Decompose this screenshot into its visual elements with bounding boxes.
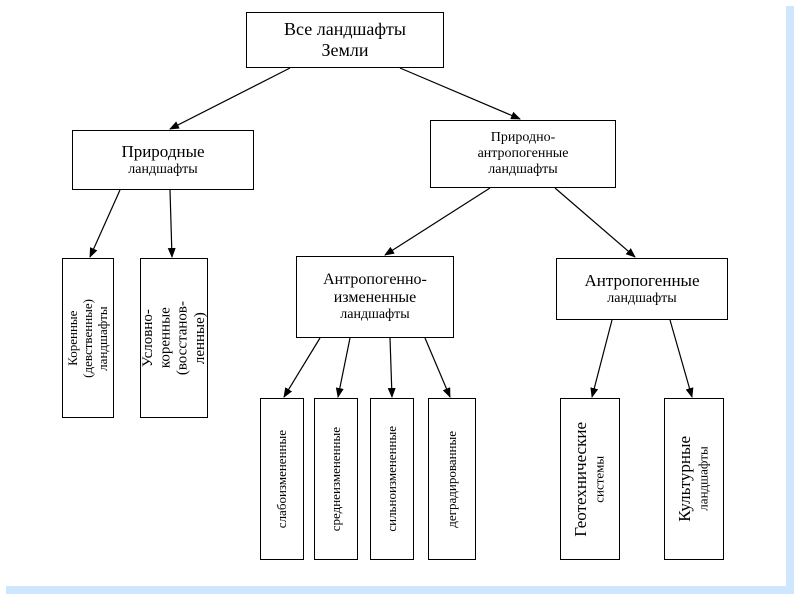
node-cultural: Культурные ландшафты	[664, 398, 724, 560]
weak-label: слабоизмененные	[275, 430, 290, 528]
node-strong: сильноизмененные	[370, 398, 414, 560]
strong-label: сильноизмененные	[385, 426, 400, 532]
node-degraded: деградированные	[428, 398, 476, 560]
anthropog-line2: ландшафты	[584, 291, 699, 307]
nat-anthro-line3: ландшафты	[478, 162, 569, 178]
node-medium: среднеизмененные	[314, 398, 358, 560]
node-weak: слабоизмененные	[260, 398, 304, 560]
cultural-line1: Культурные	[675, 436, 694, 522]
geotech-line2: системы	[592, 456, 607, 503]
right-accent-bar	[786, 6, 794, 594]
root-line1: Все ландшафты	[284, 19, 406, 40]
nat-anthro-line1: Природно-	[478, 130, 569, 146]
indigenous-line2: (девственные)	[80, 299, 95, 378]
degraded-label: деградированные	[445, 431, 460, 528]
node-indigenous: Коренные (девственные) ландшафты	[62, 258, 114, 418]
node-anthro-changed: Антропогенно- измененные ландшафты	[296, 256, 454, 338]
cond-indig-line3: (восстанов-	[174, 301, 190, 375]
cond-indig-line1: Условно-	[140, 309, 156, 367]
natural-line2: ландшафты	[121, 162, 204, 178]
natural-line1: Природные	[121, 142, 204, 162]
bottom-accent-bar	[6, 586, 794, 594]
node-anthropogenic: Антропогенные ландшафты	[556, 258, 728, 320]
root-line2: Земли	[284, 40, 406, 61]
node-root: Все ландшафты Земли	[246, 12, 444, 68]
anthro-chg-line1: Антропогенно-	[323, 271, 427, 289]
anthropog-line1: Антропогенные	[584, 271, 699, 291]
geotech-line1: Геотехнические	[571, 422, 590, 537]
nat-anthro-line2: антропогенные	[478, 146, 569, 162]
node-natural: Природные ландшафты	[72, 130, 254, 190]
indigenous-line1: Коренные	[65, 310, 80, 365]
medium-label: среднеизмененные	[329, 427, 344, 531]
indigenous-line3: ландшафты	[94, 306, 109, 370]
cultural-line2: ландшафты	[696, 447, 711, 511]
cond-indig-line2: коренные	[157, 308, 173, 369]
anthro-chg-line2: измененные	[323, 289, 427, 307]
node-geotech: Геотехнические системы	[560, 398, 620, 560]
anthro-chg-line3: ландшафты	[323, 307, 427, 323]
node-nat-anthro: Природно- антропогенные ландшафты	[430, 120, 616, 188]
cond-indig-line4: ленные)	[191, 312, 207, 364]
node-cond-indigenous: Условно- коренные (восстанов- ленные)	[140, 258, 208, 418]
